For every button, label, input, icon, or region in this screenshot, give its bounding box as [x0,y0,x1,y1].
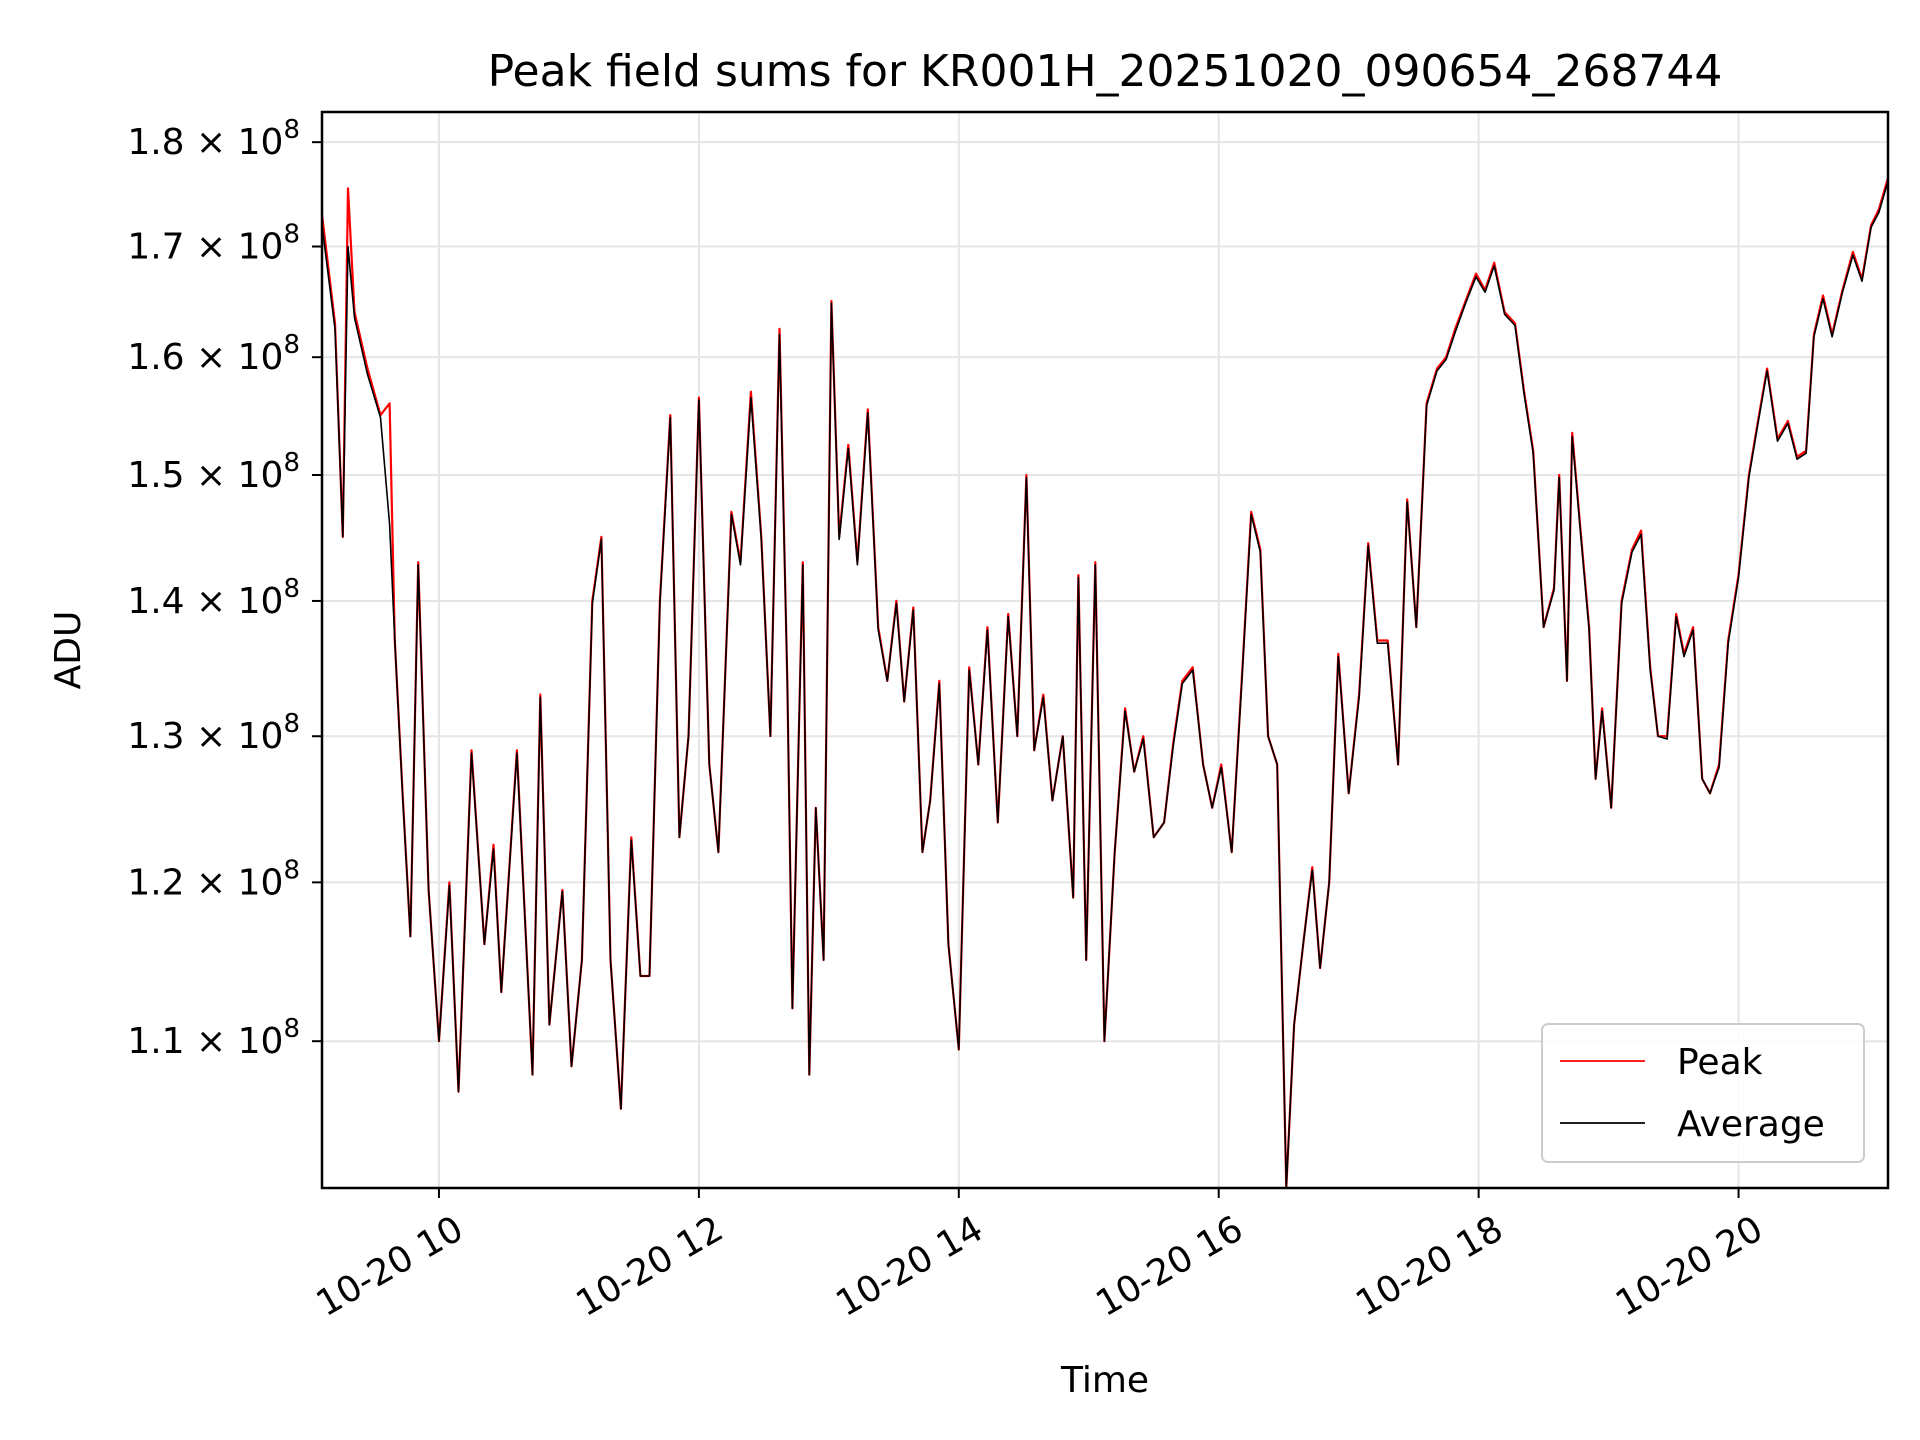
y-tick-times: × [185,227,238,268]
y-tick-mantissa: 1.6 [127,337,184,378]
grid [322,112,1888,1188]
y-tick-exponent: 8 [283,448,300,478]
y-tick-label: 1.1 × 108 [127,1014,300,1062]
y-tick-mantissa: 1.7 [127,227,184,268]
y-tick-exponent: 8 [283,709,300,739]
y-tick-times: × [185,122,238,163]
legend-box [1541,1023,1865,1163]
y-tick-label: 1.7 × 108 [127,220,300,268]
y-tick-times: × [185,1021,238,1062]
y-tick-times: × [185,581,238,622]
legend: Peak Average [1541,1023,1865,1163]
y-tick-times: × [185,337,238,378]
y-tick-mantissa: 1.5 [127,455,184,496]
y-tick-exponent: 8 [283,330,300,360]
y-tick-exponent: 8 [283,574,300,604]
series-layer [320,177,1890,1190]
plot-frame [320,110,1890,1190]
y-tick-label: 1.5 × 108 [127,448,300,496]
y-tick-base: 10 [238,337,284,378]
y-tick-base: 10 [238,455,284,496]
y-tick-mantissa: 1.1 [127,1021,184,1062]
y-tick-mantissa: 1.2 [127,862,184,903]
y-axis-label: ADU [48,611,89,690]
y-tick-exponent: 8 [283,220,300,250]
y-tick-exponent: 8 [283,855,300,885]
y-tick-times: × [185,716,238,757]
series-line-average [321,180,1889,1189]
y-tick-times: × [185,862,238,903]
y-tick-times: × [185,455,238,496]
y-tick-base: 10 [238,227,284,268]
legend-label-peak: Peak [1677,1042,1763,1083]
y-tick-mantissa: 1.3 [127,716,184,757]
y-tick-base: 10 [238,122,284,163]
y-tick-label: 1.6 × 108 [127,330,300,378]
y-tick-exponent: 8 [283,115,300,145]
y-tick-label: 1.2 × 108 [127,855,300,903]
y-tick-exponent: 8 [283,1014,300,1044]
y-tick-base: 10 [238,581,284,622]
chart-title: Peak field sums for KR001H_20251020_0906… [488,46,1723,97]
y-tick-label: 1.4 × 108 [127,574,300,622]
x-axis-label: Time [1060,1360,1149,1401]
y-tick-base: 10 [238,862,284,903]
y-tick-label: 1.8 × 108 [127,115,300,163]
legend-label-average: Average [1677,1104,1825,1145]
y-tick-label: 1.3 × 108 [127,709,300,757]
y-tick-base: 10 [238,1021,284,1062]
y-tick-base: 10 [238,716,284,757]
y-tick-mantissa: 1.4 [127,581,184,622]
y-tick-mantissa: 1.8 [127,122,184,163]
